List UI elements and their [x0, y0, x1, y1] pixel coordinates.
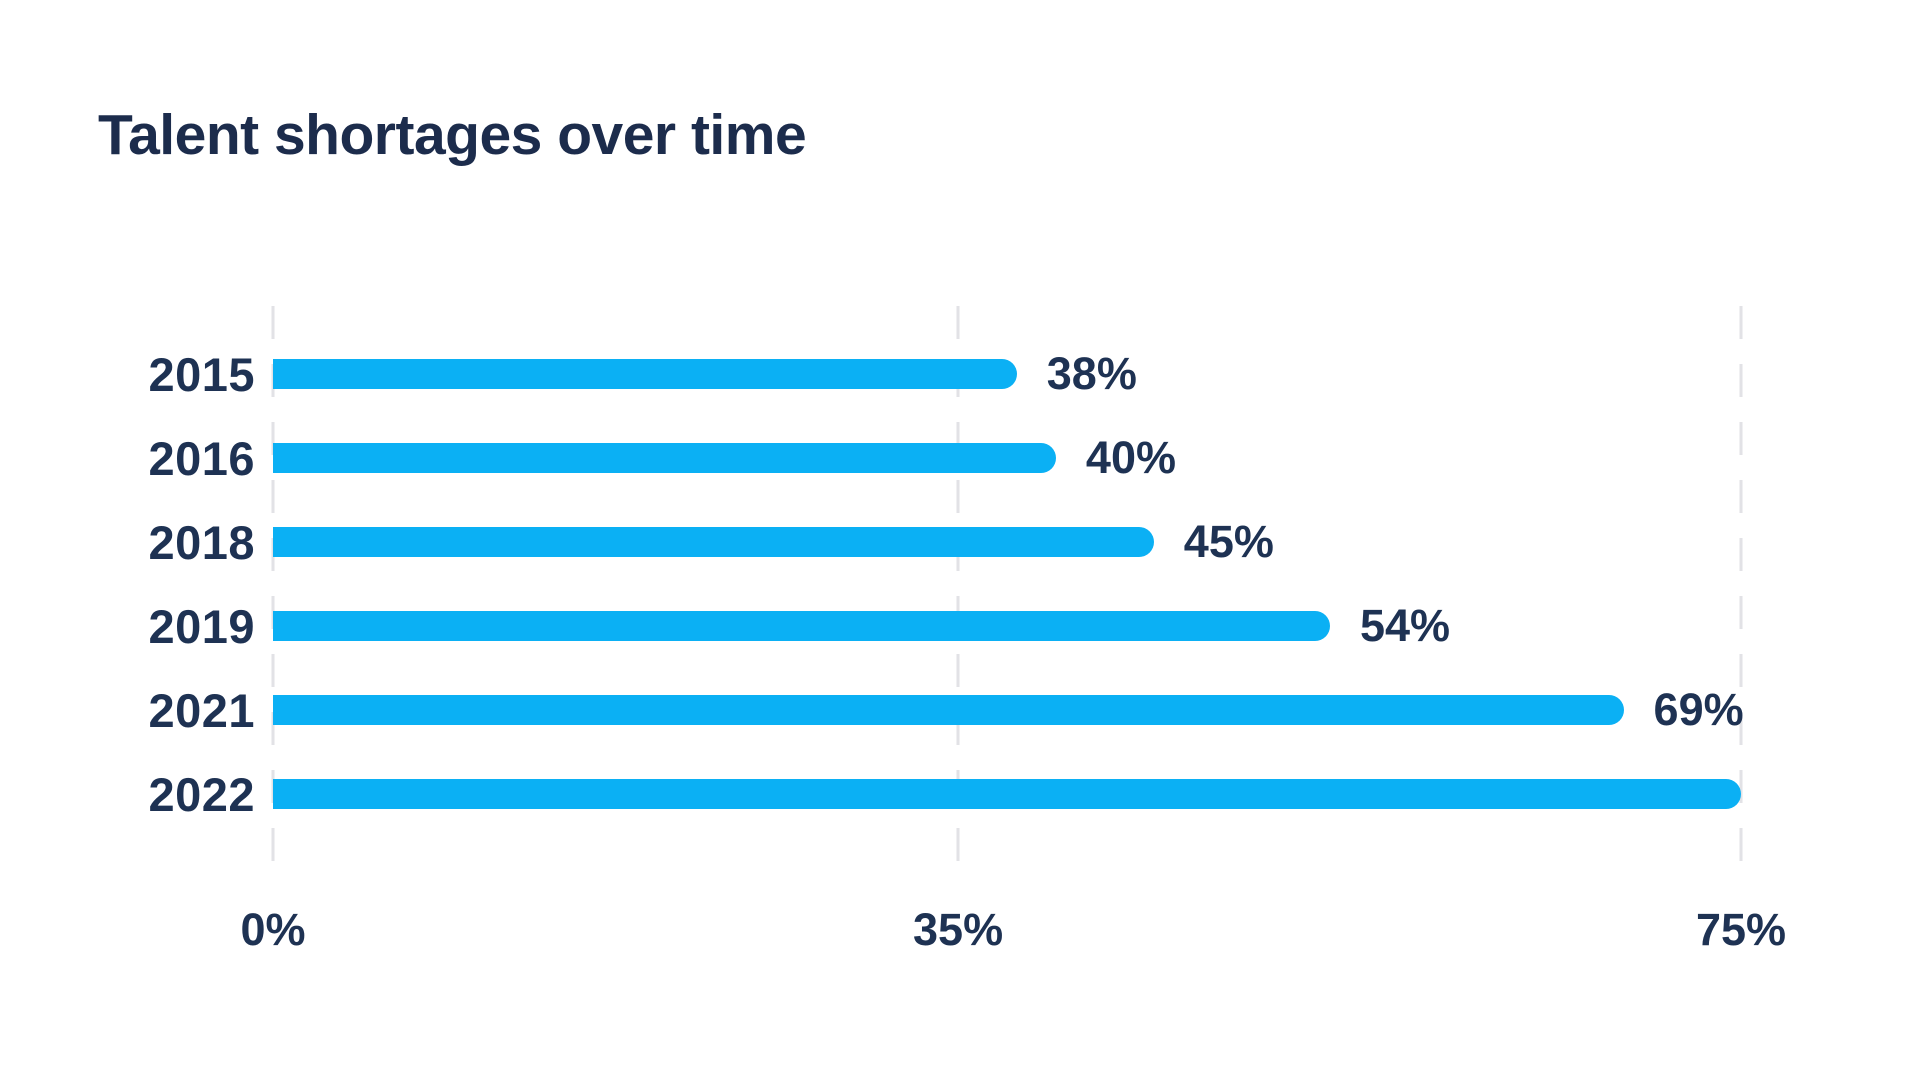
chart-title: Talent shortages over time — [98, 103, 807, 167]
x-tick-label: 75% — [1695, 904, 1787, 955]
bar — [273, 443, 1056, 473]
bar — [273, 695, 1624, 725]
gridline — [1739, 306, 1743, 868]
chart-rows: 2015 38% 2016 40% 2018 45% 2019 54% 2021… — [100, 332, 1900, 836]
chart-row: 2015 38% — [100, 332, 1900, 416]
bar-track — [273, 752, 1741, 836]
gridline — [956, 306, 960, 868]
chart-row: 2019 54% — [100, 584, 1900, 668]
bar-track: 69% — [273, 668, 1744, 752]
year-label: 2016 — [148, 431, 255, 485]
bar — [273, 527, 1154, 557]
x-tick-label: 0% — [240, 904, 306, 955]
chart-row: 2022 — [100, 752, 1900, 836]
year-label: 2015 — [148, 347, 255, 401]
chart-row: 2021 69% — [100, 668, 1900, 752]
bar-track: 45% — [273, 500, 1741, 584]
year-label: 2018 — [148, 515, 255, 569]
x-tick-label: 35% — [913, 904, 1004, 955]
value-label: 69% — [1653, 684, 1744, 735]
year-label: 2019 — [148, 599, 255, 653]
bar-track: 40% — [273, 416, 1741, 500]
chart-row: 2016 40% — [100, 416, 1900, 500]
gridline — [271, 306, 275, 868]
value-label: 45% — [1183, 516, 1274, 567]
plot-area — [271, 306, 1743, 868]
x-axis: 0% 35% 75% — [240, 904, 1786, 964]
bar — [273, 779, 1741, 809]
bar — [273, 359, 1017, 389]
bar — [273, 611, 1330, 641]
bar-track: 38% — [273, 332, 1741, 416]
year-label: 2021 — [148, 683, 255, 737]
year-label: 2022 — [148, 767, 255, 821]
value-label: 40% — [1085, 432, 1176, 483]
value-label: 38% — [1046, 348, 1137, 399]
bar-track: 54% — [273, 584, 1741, 668]
value-label: 54% — [1359, 600, 1451, 651]
chart-row: 2018 45% — [100, 500, 1900, 584]
